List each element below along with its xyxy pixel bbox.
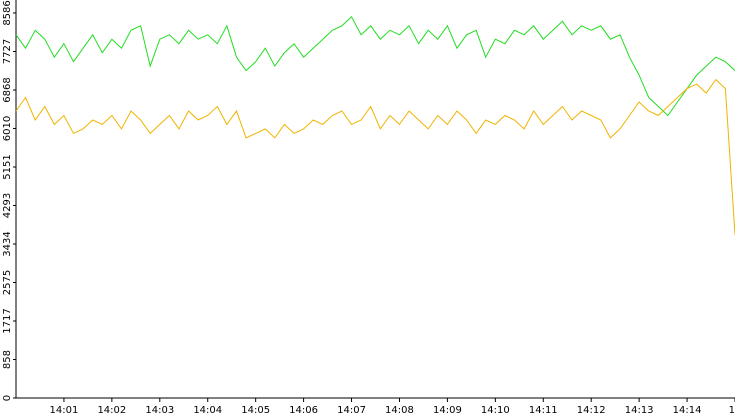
series-line — [15, 78, 735, 235]
x-tick-label: 14:01 — [50, 405, 79, 415]
y-tick-label: 6010 — [2, 116, 13, 141]
x-tick-label: 14:10 — [481, 405, 510, 415]
x-tick-label: 14:08 — [385, 405, 414, 415]
x-tick-label: 14:09 — [433, 405, 462, 415]
y-tick-label: 8586 — [2, 0, 13, 25]
y-tick-label: 6868 — [2, 77, 13, 102]
x-tick-label: 14:12 — [577, 405, 606, 415]
y-tick-label: 5151 — [2, 154, 13, 179]
y-tick-label: 858 — [2, 350, 13, 369]
y-tick-label: 7727 — [2, 39, 13, 64]
y-tick-label: 3434 — [2, 231, 13, 256]
x-tick-label: 14:14 — [673, 405, 702, 415]
x-tick-label: 14:07 — [337, 405, 366, 415]
x-tick-label: 14:13 — [625, 405, 654, 415]
y-tick-label: 4293 — [2, 193, 13, 218]
x-tick-label: 14:06 — [289, 405, 318, 415]
y-tick-label: 1717 — [2, 308, 13, 333]
x-tick-label: 14:04 — [193, 405, 222, 415]
x-tick-label: 14 — [729, 405, 735, 415]
y-tick-label: 0 — [2, 395, 13, 401]
series-line — [15, 15, 735, 117]
x-tick-label: 14:03 — [145, 405, 174, 415]
x-tick-label: 14:11 — [529, 405, 558, 415]
y-tick-label: 2575 — [2, 270, 13, 295]
x-tick-label: 14:05 — [241, 405, 270, 415]
x-tick-label: 14:02 — [97, 405, 126, 415]
